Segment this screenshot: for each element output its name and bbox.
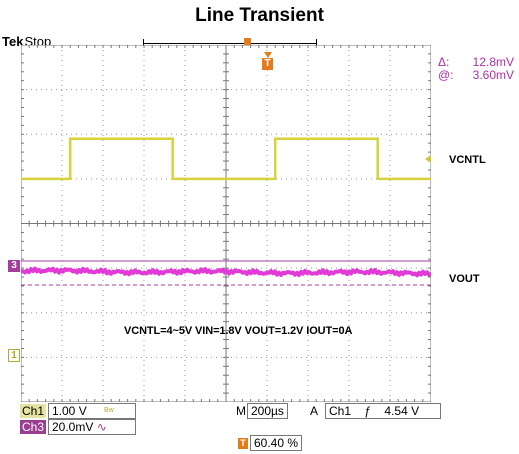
- ch1-bandwidth-icon: Bw: [104, 407, 114, 414]
- trigger-marker-icon[interactable]: T: [262, 58, 273, 70]
- ch3-tag[interactable]: Ch3: [20, 420, 47, 434]
- vcntl-level-icon: [425, 155, 431, 163]
- trigger-position-icon-small: T: [238, 438, 248, 450]
- conditions-note: VCNTL=4~5V VIN=1.8V VOUT=1.2V IOUT=0A: [124, 325, 353, 337]
- cursor-delta-label: Δ:: [438, 55, 450, 69]
- ch1-scale: 1.00 V: [52, 404, 87, 418]
- vcntl-label: VCNTL: [449, 154, 486, 166]
- trigger-slope-icon: ƒ: [364, 404, 372, 418]
- waveforms: [21, 137, 431, 286]
- trigger-level: 4.54 V: [384, 404, 420, 418]
- graticule[interactable]: [21, 45, 431, 402]
- trigger-source: Ch1: [329, 404, 352, 418]
- record-position-bar[interactable]: [143, 39, 317, 48]
- ch3-ground-marker[interactable]: 3: [8, 260, 20, 272]
- page-title: Line Transient: [195, 5, 324, 26]
- trigger-arrow-icon: [264, 52, 272, 58]
- cursor-at-value: 3.60mV: [472, 68, 514, 82]
- brand-label: Tek: [2, 34, 24, 49]
- vout-trace: [21, 266, 431, 278]
- ch3-scale: 20.0mV: [52, 420, 94, 434]
- ch3-scale-box[interactable]: 20.0mV ∿: [48, 419, 136, 435]
- ch1-tag[interactable]: Ch1: [20, 404, 47, 418]
- timebase-label: M: [236, 404, 246, 418]
- ch1-ground-marker[interactable]: 1: [8, 349, 20, 362]
- trigger-mode: A: [310, 404, 319, 418]
- trigger-position-value: 60.40 %: [250, 435, 303, 451]
- trigger-position-readout[interactable]: T 60.40 %: [238, 435, 303, 451]
- trigger-settings-box[interactable]: Ch1 ƒ 4.54 V: [325, 403, 441, 419]
- ch1-scale-box[interactable]: 1.00 V Bw: [48, 403, 136, 419]
- vout-label: VOUT: [449, 273, 480, 285]
- vcntl-trace: [21, 137, 431, 181]
- cursor-at-label: @:: [438, 68, 454, 82]
- timebase-value[interactable]: 200µs: [247, 403, 288, 419]
- cursor-delta-value: 12.8mV: [472, 55, 514, 69]
- ch3-coupling-icon: ∿: [96, 420, 107, 434]
- trigger-position-icon[interactable]: [244, 38, 251, 49]
